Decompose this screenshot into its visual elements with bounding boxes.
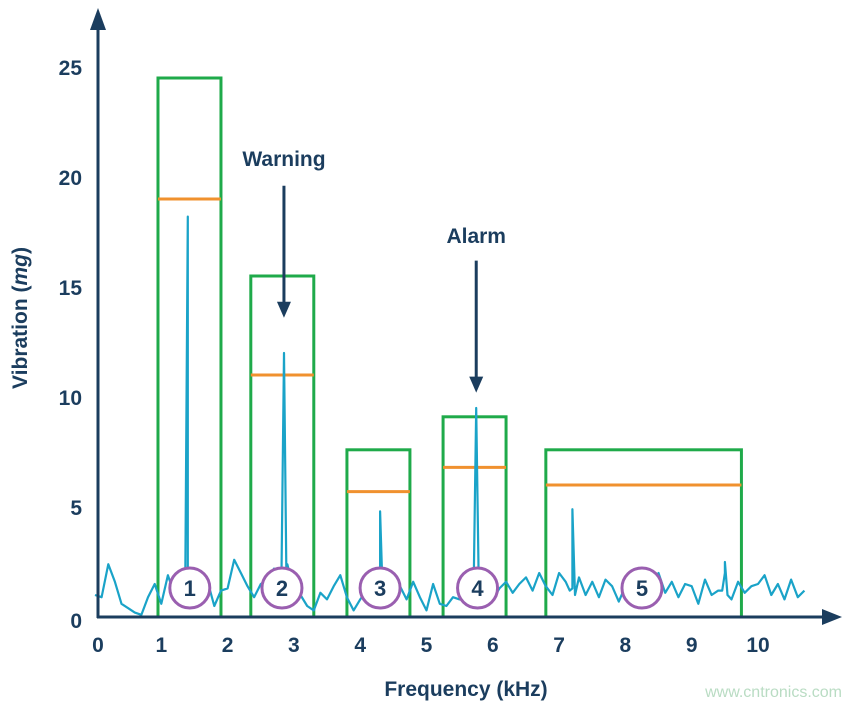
y-tick-label: 20 [59, 167, 82, 190]
band-marker-label: 3 [374, 576, 386, 601]
band-marker-label: 4 [471, 576, 484, 601]
x-axis-label: Frequency (kHz) [384, 678, 547, 701]
band-marker-label: 5 [636, 576, 648, 601]
y-tick-label: 0 [70, 610, 82, 633]
y-axis-arrow-icon [90, 8, 106, 30]
band-marker-4 [456, 566, 500, 610]
x-tick-label: 4 [354, 634, 366, 657]
arrow-down-icon [469, 376, 484, 393]
band-1-box [156, 76, 223, 619]
x-tick-label: 7 [553, 634, 565, 657]
x-tick-label: 8 [620, 634, 632, 657]
watermark: www.cntronics.com [704, 684, 842, 701]
band-marker-5 [620, 566, 664, 610]
band-marker-label: 1 [184, 576, 196, 601]
x-tick-label: 10 [746, 634, 769, 657]
y-tick-label: 5 [70, 497, 82, 520]
spectrum-line [94, 215, 806, 616]
band-marker-3 [358, 566, 402, 610]
band-marker-1 [168, 566, 212, 610]
band-marker-label: 2 [276, 576, 288, 601]
arrow-down-icon [276, 301, 291, 318]
annotations-layer: Warning Alarm [242, 148, 506, 393]
x-tick-label: 1 [155, 634, 167, 657]
spectrum-layer [94, 215, 806, 616]
y-tick-label: 15 [59, 277, 83, 300]
x-tick-label: 3 [288, 634, 300, 657]
annotation-alarm-label: Alarm [446, 225, 506, 248]
x-tick-label: 5 [421, 634, 433, 657]
band-markers: 1 2 3 4 5 [168, 566, 664, 610]
y-tick-label: 25 [59, 57, 83, 80]
x-tick-label: 0 [92, 634, 104, 657]
y-axis-label: Vibration (mg) [9, 247, 32, 389]
band-marker-2 [260, 566, 304, 610]
x-axis-arrow-icon [822, 609, 842, 625]
x-tick-label: 2 [222, 634, 234, 657]
annotation-warning-label: Warning [242, 148, 325, 171]
x-tick-label: 6 [487, 634, 499, 657]
y-tick-label: 10 [59, 387, 82, 410]
x-tick-label: 9 [686, 634, 698, 657]
